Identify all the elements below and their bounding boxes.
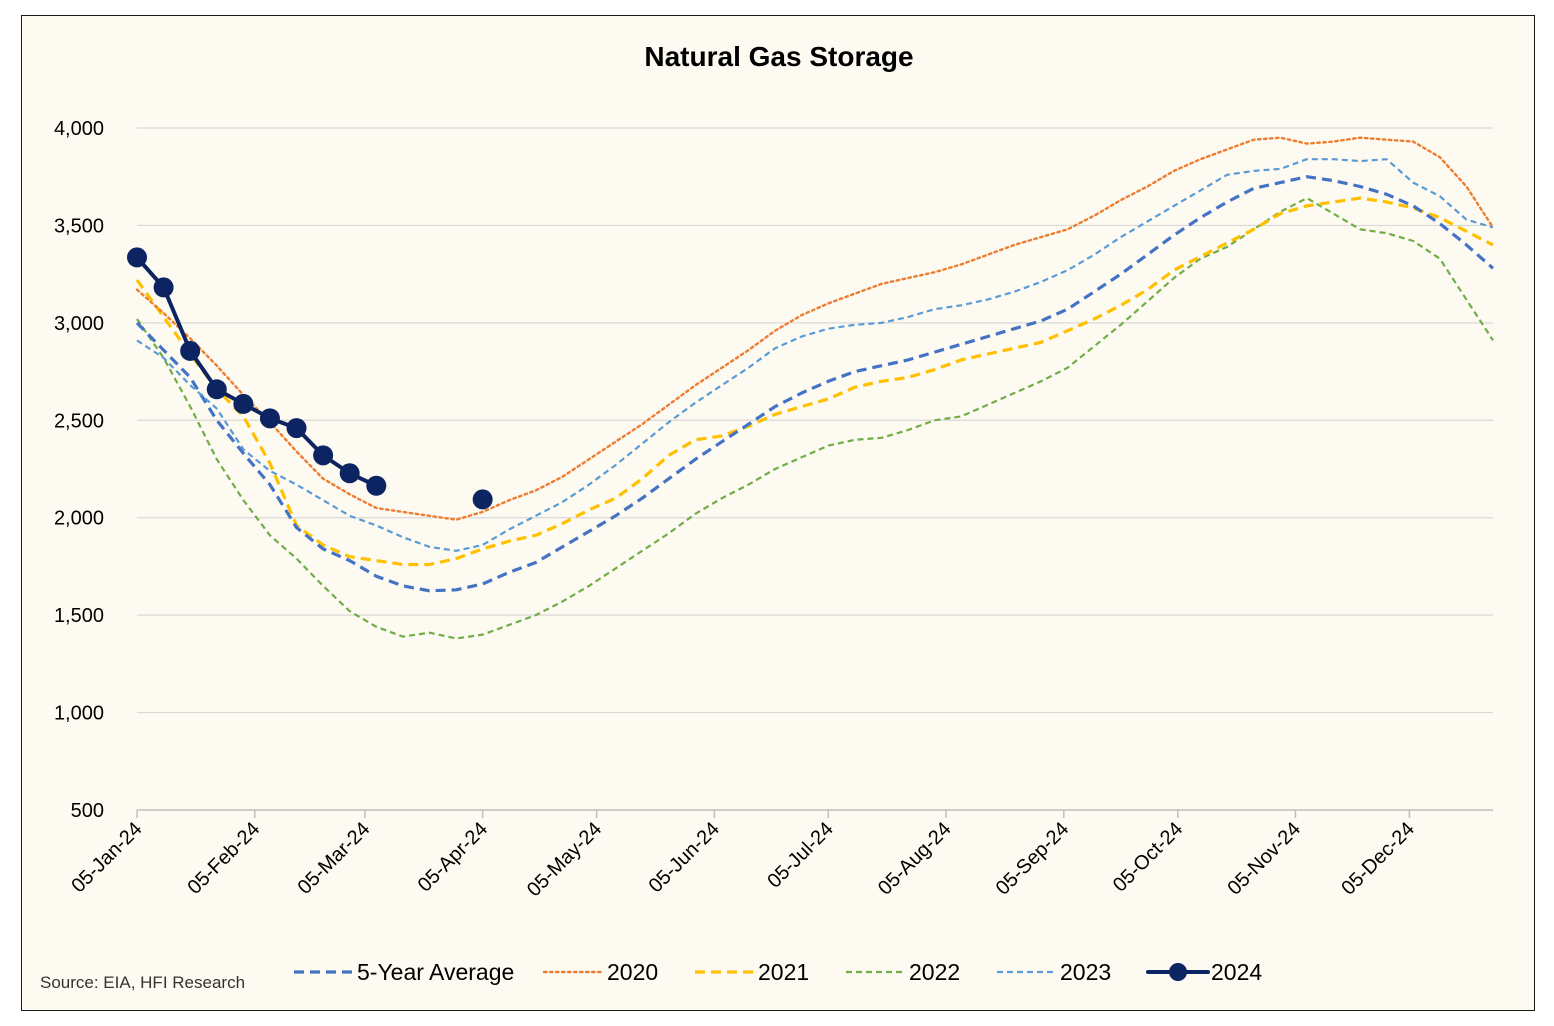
x-axis [136,809,1493,818]
series-line-2024 [135,255,379,488]
x-axis-labels: 05-Jan-24 05-Feb-24 05-Mar-24 05-Apr-24 05-M… [67,818,1419,901]
legend-label: 2024 [1211,959,1262,985]
series-line-2022 [136,197,1494,640]
chart-canvas: Natural Gas Storage 500 1,000 1,500 2,000 2,… [40,41,1495,992]
data-point[interactable] [206,379,227,400]
data-point[interactable] [339,463,360,484]
legend-item-5-year-average[interactable]: 5-Year Average [294,959,514,985]
y-tick-label: 3,500 [54,215,104,237]
x-tick-label: 05-Aug-24 [874,818,956,900]
legend-item-2023[interactable]: 2023 [997,959,1111,985]
x-tick-label: 05-Feb-24 [183,818,264,899]
legend-label: 2022 [909,959,960,985]
chart-frame: Natural Gas Storage 500 1,000 1,500 2,000 2,… [21,15,1535,1011]
x-tick-label: 05-Jul-24 [763,818,838,893]
data-point[interactable] [180,340,201,361]
data-point[interactable] [127,247,147,268]
data-point[interactable] [286,418,307,439]
x-tick-label: 05-Sep-24 [992,818,1074,900]
series-line-2021 [135,196,1494,567]
data-point[interactable] [233,393,254,414]
series-2023 [136,158,1494,552]
source-note: Source: EIA, HFI Research [40,973,245,992]
legend[interactable]: 5-Year Average 2020 2021 2022 2023 2024 [294,959,1262,985]
series-2020 [135,136,1495,521]
y-tick-label: 1,500 [54,605,104,627]
legend-label: 2020 [607,959,658,985]
legend-item-2022[interactable]: 2022 [846,959,960,985]
series-line-5-year-average [135,175,1495,593]
y-tick-label: 2,000 [54,508,104,530]
x-tick-label: 05-May-24 [523,818,606,901]
y-tick-label: 3,000 [54,313,104,335]
legend-marker [1169,963,1187,981]
series-2024 [127,247,493,510]
x-tick-label: 05-Jan-24 [67,818,146,897]
legend-label: 5-Year Average [357,959,514,985]
legend-item-2021[interactable]: 2021 [695,959,809,985]
series-line-2020 [135,136,1495,521]
x-tick-label: 05-Oct-24 [1109,818,1187,896]
data-point[interactable] [472,489,493,510]
x-tick-label: 05-Jun-24 [645,818,724,897]
y-tick-label: 1,000 [54,703,104,725]
series-line-2023 [136,158,1494,552]
x-tick-label: 05-Apr-24 [414,818,492,896]
y-tick-label: 4,000 [54,118,104,140]
gridlines [137,127,1493,714]
series-5-year-average [135,175,1495,593]
y-axis-labels: 500 1,000 1,500 2,000 2,500 3,000 3,500 4,000 [54,118,104,822]
y-tick-label: 2,500 [54,410,104,432]
data-point[interactable] [313,445,334,466]
series-2022 [136,197,1494,640]
series-2021 [135,196,1494,567]
legend-label: 2023 [1060,959,1111,985]
x-tick-label: 05-Nov-24 [1223,818,1305,900]
x-tick-label: 05-Dec-24 [1337,818,1419,900]
series-lines [127,136,1495,640]
legend-item-2020[interactable]: 2020 [542,959,658,985]
x-tick-label: 05-Mar-24 [294,818,375,899]
chart-title: Natural Gas Storage [644,41,913,72]
y-tick-label: 500 [71,800,104,822]
legend-label: 2021 [758,959,809,985]
data-point[interactable] [366,475,387,496]
data-point[interactable] [259,408,280,429]
legend-item-2024[interactable]: 2024 [1146,959,1262,985]
data-point[interactable] [153,277,174,298]
